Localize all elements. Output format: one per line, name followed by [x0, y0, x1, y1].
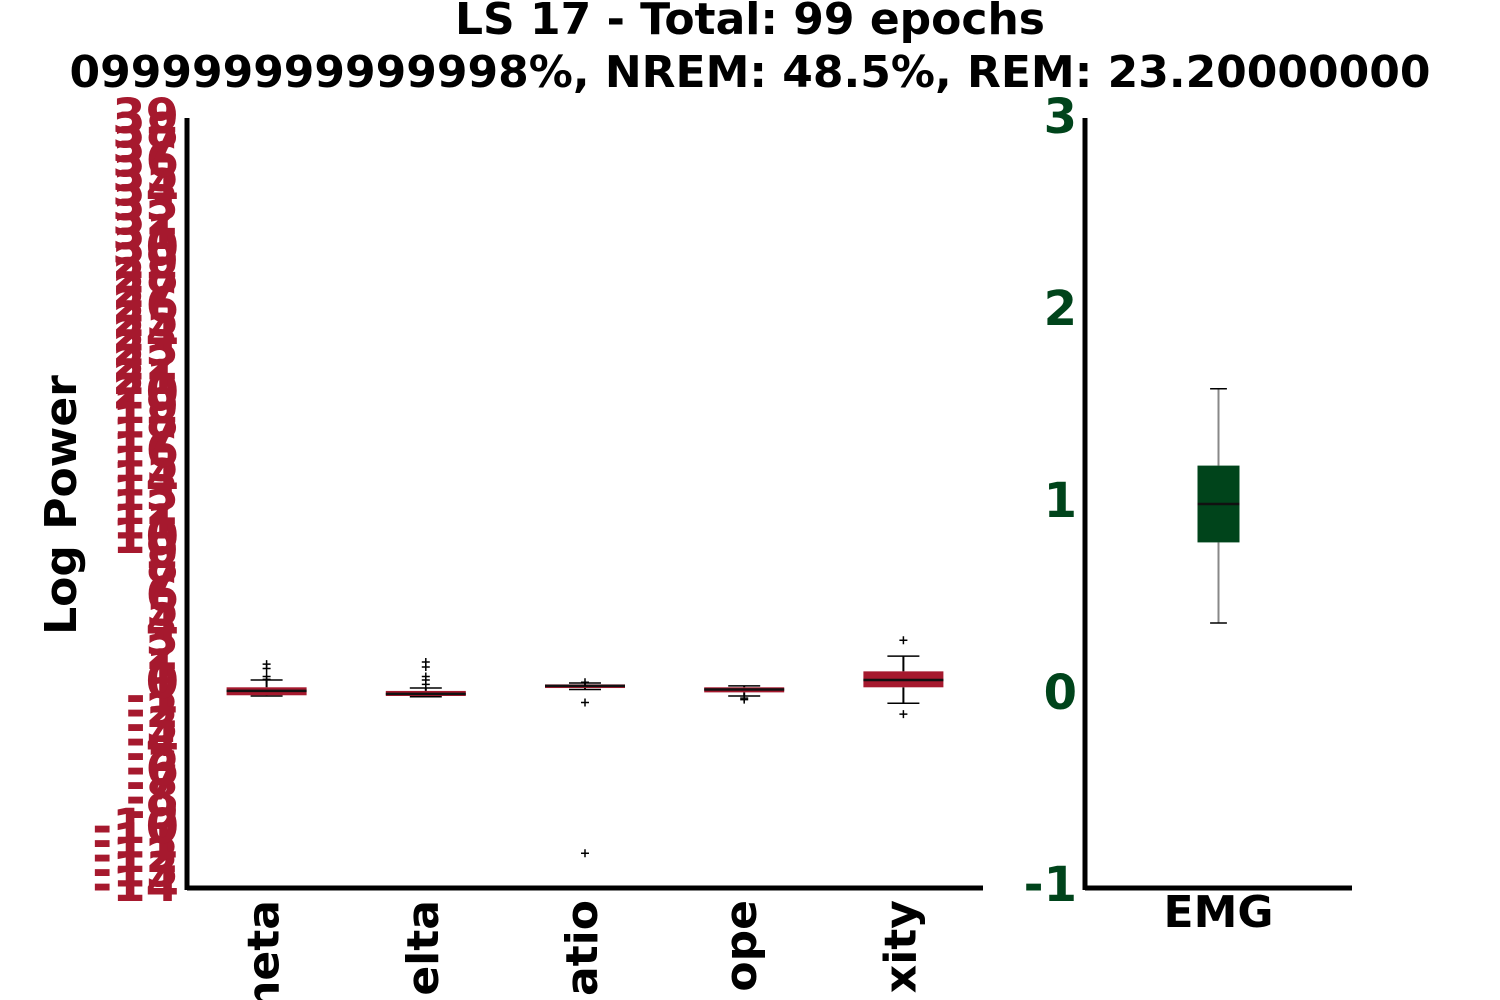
y-tick-label: 1: [146, 640, 179, 696]
outlier: [262, 664, 271, 673]
y-tick-label: 4: [146, 596, 179, 652]
outlier: [581, 698, 589, 707]
outlier: [899, 636, 908, 645]
y-tick-label: 24: [112, 306, 179, 362]
y-tick-label: 3: [146, 611, 179, 667]
y-tick-label: 9: [146, 524, 179, 580]
y-tick-label: 36: [112, 132, 179, 188]
y-tick-label: -11: [92, 814, 179, 870]
y-tick-label: 26: [112, 277, 179, 333]
y-tick-label: -6: [126, 741, 179, 797]
y-tick-label: 32: [112, 190, 179, 246]
y-tick-label: 21: [112, 350, 179, 406]
y-tick-label: 39: [112, 89, 179, 145]
y-tick-label: 23: [112, 321, 179, 377]
y-tick-label: 5: [146, 582, 179, 638]
y-tick-label: 2: [146, 625, 179, 681]
y-tick-label: 12: [112, 480, 179, 536]
y-tick-label: -3: [126, 698, 179, 754]
y-tick-label: 34: [112, 161, 179, 217]
y-tick-label: 22: [112, 335, 179, 391]
y-tick-label: 1: [1044, 473, 1077, 529]
y-tick-label: 30: [112, 219, 179, 275]
x-tick-label: heta: [239, 900, 290, 1000]
outlier: [581, 678, 589, 687]
y-tick-label: 37: [112, 118, 179, 174]
y-tick-label: 15: [112, 437, 179, 493]
y-tick-label: 6: [146, 567, 179, 623]
y-tick-label: 0: [146, 654, 179, 710]
x-tick-label: xity: [875, 900, 926, 993]
y-tick-label: 31: [112, 205, 179, 261]
x-tick-label: ope: [716, 900, 767, 992]
y-tick-label: -4: [126, 712, 179, 768]
y-tick-label: 19: [112, 379, 179, 435]
y-axis-label: Log Power: [36, 375, 87, 635]
y-tick-label: 3: [1044, 89, 1077, 145]
y-tick-label: 25: [112, 292, 179, 348]
y-tick-label: 0: [1044, 665, 1077, 721]
y-tick-label: -5: [126, 727, 179, 783]
y-tick-label: 16: [112, 422, 179, 478]
x-tick-label: elta: [398, 900, 449, 996]
y-tick-label: 28: [112, 248, 179, 304]
y-tick-label: 11: [112, 495, 179, 551]
y-tick-label: 14: [112, 451, 179, 507]
x-tick-label: EMG: [1164, 887, 1274, 938]
y-tick-label: 29: [112, 234, 179, 290]
y-tick-label: -7: [126, 756, 179, 812]
y-tick-label: 17: [112, 408, 179, 464]
y-tick-label: -10: [92, 799, 179, 855]
y-tick-label: -13: [92, 843, 179, 899]
chart-title: LS 17 - Total: 99 epochs: [455, 0, 1045, 45]
y-tick-label: 7: [146, 553, 179, 609]
outlier: [262, 675, 271, 684]
y-tick-label: 27: [112, 263, 179, 319]
y-tick-label: -12: [92, 828, 179, 884]
outlier: [899, 710, 908, 719]
outlier: [421, 680, 430, 689]
y-tick-label: -2: [126, 683, 179, 739]
y-tick-label: -8: [126, 770, 179, 826]
y-tick-label: 2: [1044, 281, 1077, 337]
outlier: [421, 663, 430, 672]
y-tick-label: 13: [112, 466, 179, 522]
y-tick-label: 33: [112, 176, 179, 232]
y-tick-label: -14: [92, 857, 179, 913]
y-tick-label: 18: [112, 393, 179, 449]
y-tick-label: -1: [1024, 857, 1077, 913]
y-tick-label: 38: [112, 103, 179, 159]
y-tick-label: 8: [146, 538, 179, 594]
y-tick-label: 20: [112, 364, 179, 420]
chart-subtitle: 099999999999998%, NREM: 48.5%, REM: 23.2…: [70, 47, 1431, 98]
outlier: [581, 849, 589, 858]
outlier: [740, 695, 749, 704]
y-tick-label: 35: [112, 147, 179, 203]
x-tick-label: atio: [557, 900, 608, 996]
y-tick-label: -9: [126, 785, 179, 841]
y-tick-label: 10: [112, 509, 179, 565]
y-tick-label: -1: [126, 669, 179, 725]
